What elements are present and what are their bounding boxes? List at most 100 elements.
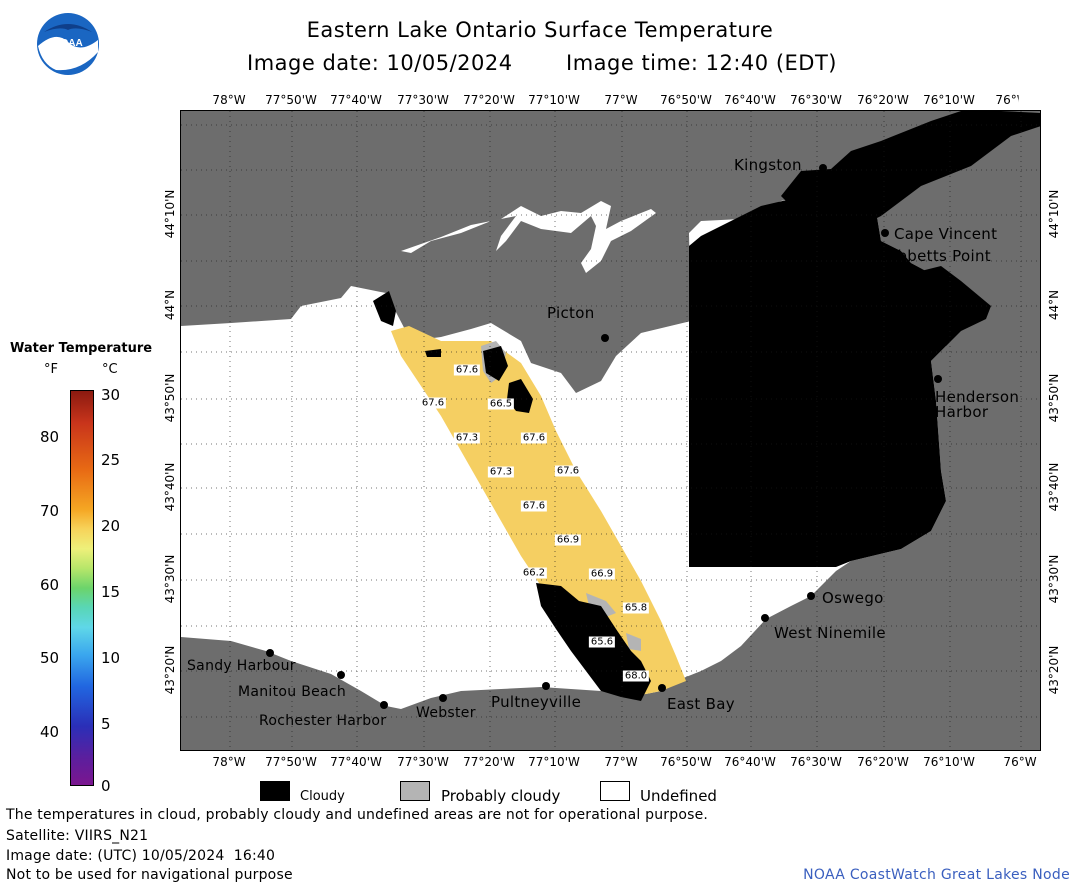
place-sandy-harbour: Sandy Harbour [187, 658, 296, 674]
marker-sandy-harbour [266, 649, 274, 657]
lon-label-top: 77°30'W [397, 93, 449, 107]
disclaimer-text: The temperatures in cloud, probably clou… [6, 807, 709, 823]
lon-label-top: 78°W [212, 93, 246, 107]
lat-label-left: 44°10'N [163, 189, 177, 239]
lon-label-bottom: 78°W [212, 755, 246, 769]
lon-label-bottom: 76°50'W [660, 755, 712, 769]
lon-label-top: 77°10'W [528, 93, 580, 107]
place-picton: Picton [547, 304, 595, 322]
legend-label-undefined: Undefined [640, 787, 717, 805]
c-tick: 10 [101, 649, 121, 667]
marker-east-bay [658, 684, 666, 692]
lon-label-bottom: 77°W [604, 755, 638, 769]
temperature-label: 67.3 [487, 466, 515, 478]
place-kingston: Kingston [734, 156, 802, 174]
place-rochester-harbor: Rochester Harbor [259, 713, 387, 729]
noaa-logo: NOAA [37, 13, 99, 75]
marker-west-ninemile [761, 614, 769, 622]
noaa-logo-text: NOAA [53, 38, 82, 49]
town-markers [266, 164, 942, 709]
legend-label-cloudy: Cloudy [300, 789, 345, 804]
lon-label-bottom: 77°10'W [528, 755, 580, 769]
image-time: Image time: 12:40 (EDT) [566, 51, 837, 75]
marker-picton [601, 334, 609, 342]
lat-label-right: 43°30'N [1047, 554, 1061, 604]
inland-water [401, 201, 656, 273]
place-tibbetts-point: Tibbetts Point [884, 247, 991, 265]
f-tick: 40 [40, 723, 60, 741]
temperature-label: 68.0 [622, 670, 650, 682]
lat-label-right: 43°50'N [1047, 373, 1061, 423]
cloud-patch [425, 349, 441, 357]
temperature-label: 66.9 [588, 568, 616, 580]
place-webster: Webster [416, 705, 476, 721]
f-tick: 70 [40, 502, 60, 520]
place-henderson-harbor: Harbor [935, 403, 989, 421]
lon-label-bottom: 77°50'W [265, 755, 317, 769]
lon-label-top: 77°40'W [330, 93, 382, 107]
lon-label-top: 77°W [604, 93, 638, 107]
lat-label-left: 44°N [163, 289, 177, 321]
temperature-label: 67.6 [554, 465, 582, 477]
marker-manitou-beach [337, 671, 345, 679]
lon-label-top: 76°20'W [857, 93, 909, 107]
lat-label-left: 43°50'N [163, 373, 177, 423]
map-area: 67.6 67.6 66.5 67.3 67.6 67.3 67.6 67.6 … [180, 110, 1041, 751]
lon-label-top: 76°30'W [790, 93, 842, 107]
f-tick: 60 [40, 576, 60, 594]
map-canvas [181, 111, 1040, 750]
c-tick: 25 [101, 451, 121, 469]
marker-henderson-harbor [934, 375, 942, 383]
lat-label-right: 44°10'N [1047, 189, 1061, 239]
marker-webster [439, 694, 447, 702]
c-tick: 20 [101, 517, 121, 535]
lon-label-bottom: 77°40'W [330, 755, 382, 769]
lat-label-right: 44°N [1047, 289, 1061, 321]
c-tick: 30 [101, 386, 121, 404]
place-pultneyville: Pultneyville [491, 693, 582, 711]
c-tick: 15 [101, 583, 121, 601]
place-east-bay: East Bay [667, 695, 735, 713]
lon-label-top: 77°50'W [265, 93, 317, 107]
lon-label-top: 76°10'W [923, 93, 975, 107]
legend-swatch-probably-cloudy [400, 781, 430, 801]
credit-text: NOAA CoastWatch Great Lakes Node [803, 867, 1070, 883]
temperature-label: 67.6 [520, 500, 548, 512]
lat-label-left: 43°20'N [163, 645, 177, 695]
marker-kingston [819, 164, 827, 172]
lat-label-left: 43°30'N [163, 554, 177, 604]
probably-cloudy-region [626, 633, 641, 651]
place-oswego: Oswego [822, 589, 884, 607]
place-cape-vincent: Cape Vincent [894, 225, 998, 243]
marker-oswego [807, 592, 815, 600]
marker-pultneyville [542, 682, 550, 690]
satellite-text: Satellite: VIIRS_N21 [6, 828, 149, 844]
lat-label-left: 43°40'N [163, 462, 177, 512]
f-tick: 50 [40, 649, 60, 667]
temperature-label: 67.6 [419, 397, 447, 409]
temperature-label: 66.2 [520, 567, 548, 579]
lon-label-top: 76°W [995, 93, 1029, 107]
lon-label-bottom: 76°W [1003, 755, 1037, 769]
cloud-region [689, 181, 951, 567]
temperature-label: 67.6 [453, 364, 481, 376]
lon-label-top: 76°50'W [660, 93, 712, 107]
place-west-ninemile: West Ninemile [774, 624, 886, 642]
cloud-region-north [781, 111, 1040, 233]
graticule [181, 111, 1040, 750]
lon-label-bottom: 76°10'W [923, 755, 975, 769]
lon-label-top: 76°40'W [724, 93, 776, 107]
lon-label-bottom: 76°30'W [790, 755, 842, 769]
cloud-patch [373, 291, 396, 326]
f-tick: 80 [40, 428, 60, 446]
map-title: Eastern Lake Ontario Surface Temperature [306, 18, 774, 42]
lat-label-right: 43°20'N [1047, 645, 1061, 695]
lon-label-top: 77°20'W [463, 93, 515, 107]
place-manitou-beach: Manitou Beach [238, 684, 347, 700]
lon-label-bottom: 76°40'W [724, 755, 776, 769]
lon-label-bottom: 77°30'W [397, 755, 449, 769]
temperature-label: 67.3 [453, 432, 481, 444]
temperature-label: 66.9 [554, 534, 582, 546]
temperature-label: 65.8 [622, 602, 650, 614]
temperature-label: 66.5 [487, 398, 515, 410]
